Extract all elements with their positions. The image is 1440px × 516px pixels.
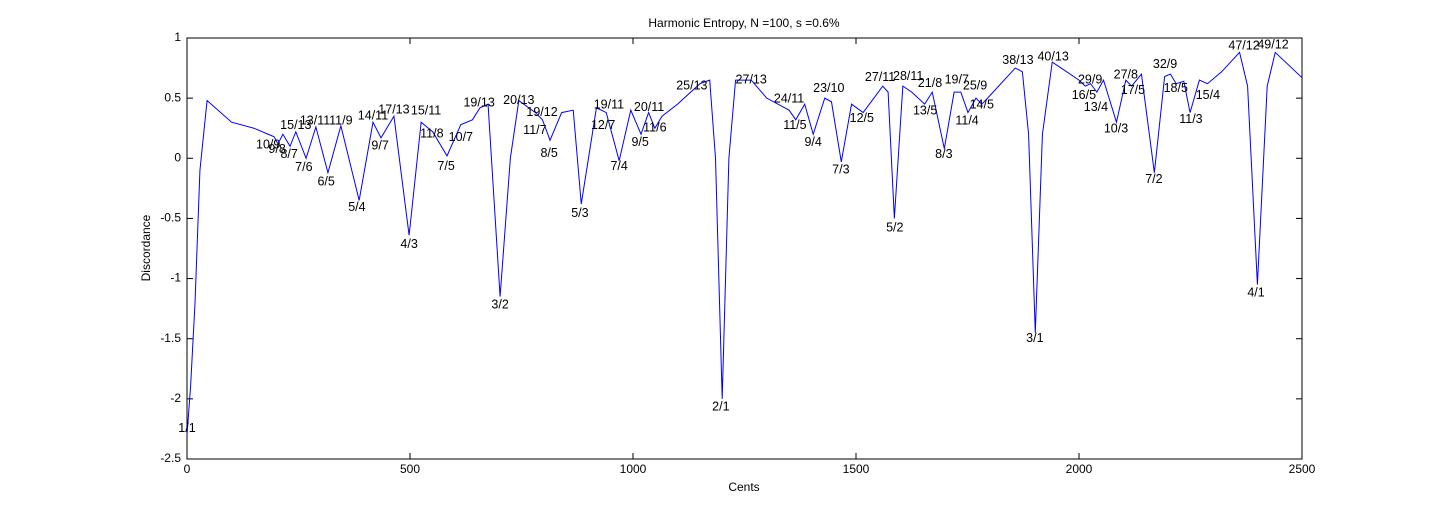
ratio-annotation: 9/5: [631, 135, 648, 149]
ratio-annotation: 27/13: [736, 72, 767, 86]
ratio-annotation: 11/9: [329, 113, 352, 127]
ratio-annotation: 15/11: [411, 104, 441, 118]
ratio-annotation: 10/9: [256, 137, 280, 151]
ratio-annotation: 24/11: [774, 92, 804, 106]
y-tick-label: -1.5: [160, 331, 181, 345]
ratio-annotation: 5/3: [571, 206, 588, 220]
ratio-annotation: 19/12: [526, 105, 557, 119]
ratio-annotation: 19/7: [945, 72, 969, 86]
ratio-annotation: 11/5: [783, 118, 806, 132]
ratio-annotation: 40/13: [1037, 50, 1068, 64]
y-tick-label: 1: [174, 30, 181, 44]
y-axis-label: Discordance: [139, 214, 153, 281]
x-tick-label: 0: [184, 462, 191, 476]
ratio-annotation: 12/7: [591, 118, 615, 132]
y-tick-label: -0.5: [160, 211, 181, 225]
ratio-annotation: 1/1: [178, 421, 195, 435]
ratio-annotation: 29/9: [1078, 72, 1102, 86]
ratio-annotation: 16/5: [1072, 88, 1096, 102]
ratio-annotation: 5/4: [348, 200, 365, 214]
ratio-annotation: 27/8: [1114, 68, 1138, 82]
ratio-annotation: 10/7: [449, 130, 473, 144]
ratio-annotation: 20/13: [503, 93, 534, 107]
ratio-annotation: 9/4: [804, 135, 821, 149]
x-tick-label: 1500: [843, 462, 870, 476]
ratio-annotation: 7/5: [437, 159, 454, 173]
ratio-annotation: 21/8: [918, 76, 942, 90]
ratio-annotation: 4/3: [400, 237, 417, 251]
ratio-annotation: 28/11: [893, 69, 923, 83]
ratio-annotation: 4/1: [1247, 285, 1264, 299]
y-tick-label: -2: [170, 391, 181, 405]
ratio-annotation: 13/4: [1084, 100, 1108, 114]
ratio-annotation: 11/8: [420, 127, 443, 141]
ratio-annotation: 15/13: [280, 118, 311, 132]
ratio-annotation: 3/2: [491, 297, 508, 311]
ratio-annotation: 17/13: [378, 102, 409, 116]
ratio-annotation: 19/13: [463, 95, 494, 109]
ratio-annotation: 14/11: [358, 108, 388, 122]
ratio-annotation: 19/11: [594, 98, 624, 112]
ratio-annotation: 8/5: [540, 146, 557, 160]
ratio-annotation: 14/5: [970, 98, 994, 112]
ratio-annotation: 9/7: [371, 139, 388, 153]
ratio-annotation: 15/4: [1196, 88, 1220, 102]
ratio-annotation: 11/4: [955, 113, 978, 127]
x-tick-label: 2500: [1289, 462, 1316, 476]
ratio-annotation: 12/5: [850, 111, 874, 125]
ratio-annotation: 3/1: [1026, 331, 1043, 345]
ratio-annotation: 5/2: [886, 220, 903, 234]
ratio-annotation: 6/5: [317, 175, 334, 189]
plot-frame: [186, 37, 1303, 460]
x-tick-label: 1000: [620, 462, 647, 476]
x-tick-label: 2000: [1066, 462, 1093, 476]
ratio-annotation: 18/5: [1164, 81, 1188, 95]
chart-title: Harmonic Entropy, N =100, s =0.6%: [648, 16, 840, 30]
y-tick-label: -2.5: [160, 451, 181, 465]
y-tick-label: -1: [170, 271, 181, 285]
ratio-annotation: 2/1: [712, 400, 729, 414]
ratio-annotation: 11/7: [523, 123, 546, 137]
ratio-annotation: 8/7: [280, 147, 297, 161]
ratio-annotation: 7/2: [1145, 172, 1162, 186]
ratio-annotation: 13/5: [913, 104, 937, 118]
ratio-annotation: 27/11: [865, 70, 895, 84]
ratio-annotation: 47/12: [1228, 39, 1259, 53]
ratio-annotation: 25/13: [676, 78, 707, 92]
ratio-annotation: 49/12: [1257, 38, 1288, 52]
ratio-annotation: 25/9: [963, 78, 987, 92]
ratio-annotation: 11/3: [1179, 112, 1202, 126]
ratio-annotation: 7/4: [610, 159, 627, 173]
data-line: [186, 51, 1303, 435]
ratio-annotation: 13/11: [300, 113, 330, 127]
ratio-annotation: 8/3: [935, 147, 952, 161]
x-axis-label: Cents: [728, 480, 759, 494]
ratio-annotation: 32/9: [1153, 57, 1177, 71]
y-tick-label: 0: [174, 150, 181, 164]
ratio-annotation: 9/8: [268, 142, 285, 156]
ratio-annotation: 38/13: [1002, 53, 1033, 67]
y-tick-label: 0.5: [164, 90, 181, 104]
ratio-annotation: 17/5: [1121, 83, 1145, 97]
ratio-annotation: 20/11: [634, 100, 664, 114]
ratio-annotation: 7/6: [295, 160, 312, 174]
ratio-annotation: 23/10: [813, 81, 844, 95]
ratio-annotation: 10/3: [1104, 122, 1128, 136]
ratio-annotation: 11/6: [643, 121, 666, 135]
ratio-annotation: 7/3: [832, 163, 849, 177]
x-tick-label: 500: [400, 462, 420, 476]
